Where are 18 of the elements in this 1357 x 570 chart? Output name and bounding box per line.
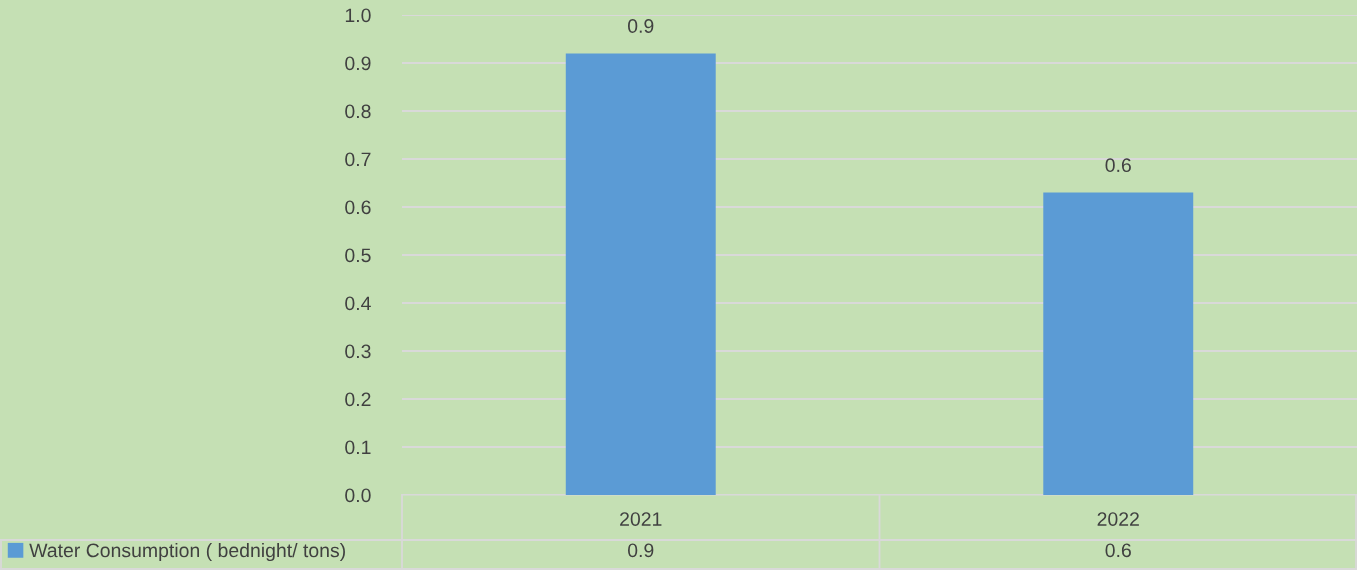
y-tick-label: 0.4 <box>345 296 371 311</box>
legend-label: Water Consumption ( bednight/ tons) <box>29 542 345 562</box>
x-tick-label: 2022 <box>1097 512 1139 526</box>
text: 0.9 <box>628 19 654 33</box>
y-tick-label: 1.0 <box>345 8 371 23</box>
y-tick-label: 0.2 <box>345 392 371 407</box>
data-label: 0.6 <box>1105 543 1131 558</box>
y-tick-label: 0.5 <box>345 248 371 263</box>
text: 0.6 <box>1105 158 1131 173</box>
y-tick-label: 0.7 <box>345 152 371 167</box>
x-tick-label: 2021 <box>620 512 662 526</box>
data-label: 0.9 <box>628 543 654 558</box>
y-tick-label: 0.3 <box>345 344 371 359</box>
y-tick-label: 0.9 <box>345 56 371 71</box>
y-tick-label: 0.8 <box>345 104 371 119</box>
y-tick-label: 0.0 <box>345 488 371 503</box>
y-tick-label: 0.6 <box>345 200 371 215</box>
y-tick-label: 0.1 <box>345 440 371 455</box>
